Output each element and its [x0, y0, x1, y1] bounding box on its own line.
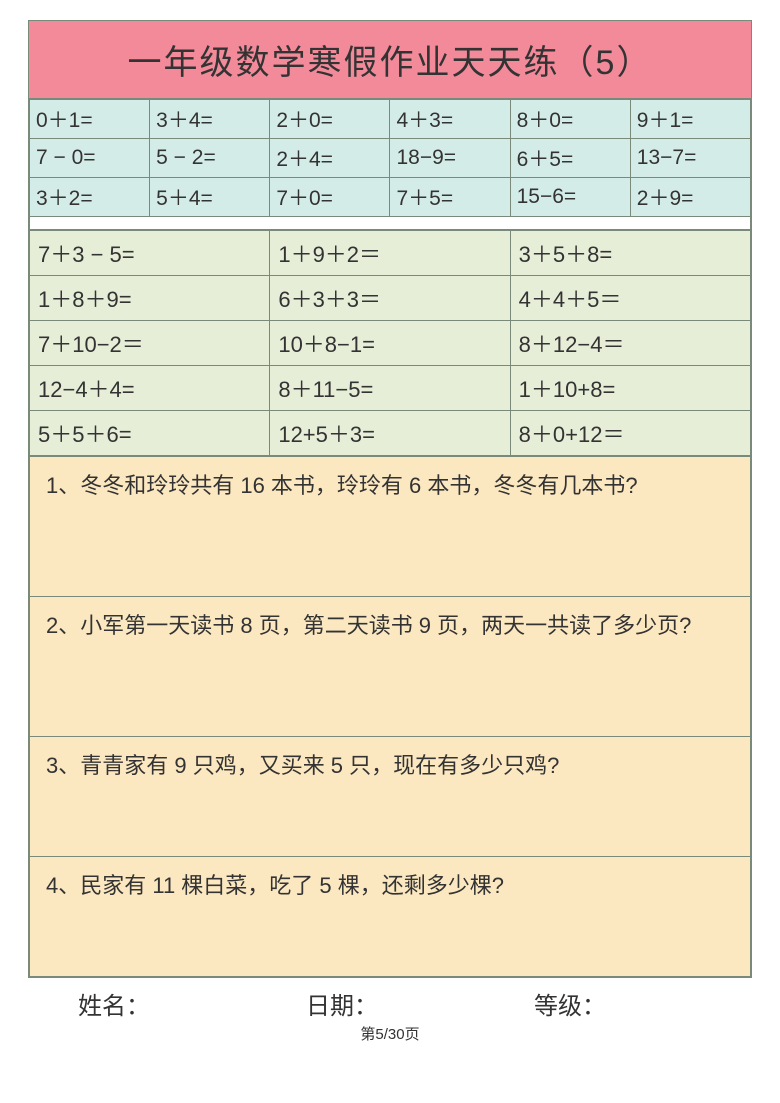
arithmetic-cell: 6＋3＋3＝ — [270, 275, 510, 320]
arithmetic-cell: 7 − 0= — [30, 139, 150, 178]
page-indicator: 第5/30页 — [28, 1023, 752, 1044]
arithmetic-cell: 2＋0= — [270, 100, 390, 139]
arithmetic-cell: 3＋5＋8= — [510, 230, 750, 275]
worksheet-title: 一年级数学寒假作业天天练（5） — [29, 21, 751, 99]
arithmetic-cell: 8＋0= — [510, 100, 630, 139]
arithmetic-cell: 12−4＋4= — [30, 365, 270, 410]
table-row: 1＋8＋9=6＋3＋3＝4＋4＋5＝ — [30, 275, 751, 320]
table-row: 3＋2=5＋4=7＋0=7＋5=15−6=2＋9= — [30, 178, 751, 217]
table-row: 7＋10−2＝10＋8−1=8＋12−4＝ — [30, 320, 751, 365]
footer-fields: 姓名： 日期： 等级： — [28, 978, 752, 1021]
arithmetic-cell: 4＋4＋5＝ — [510, 275, 750, 320]
arithmetic-cell: 0＋1= — [30, 100, 150, 139]
arithmetic-cell: 7＋3 − 5= — [30, 230, 270, 275]
arithmetic-cell: 1＋8＋9= — [30, 275, 270, 320]
arithmetic-cell: 7＋10−2＝ — [30, 320, 270, 365]
arithmetic-table-simple: 0＋1=3＋4=2＋0=4＋3=8＋0=9＋1=7 − 0=5 − 2=2＋4=… — [29, 99, 751, 217]
arithmetic-cell: 2＋9= — [630, 178, 750, 217]
word-problem-cell: 3、青青家有 9 只鸡，又买来 5 只，现在有多少只鸡? — [30, 736, 751, 856]
arithmetic-cell: 5 − 2= — [150, 139, 270, 178]
name-field-label: 姓名： — [48, 986, 276, 1021]
date-field-label: 日期： — [276, 986, 504, 1021]
word-problem-cell: 2、小军第一天读书 8 页，第二天读书 9 页，两天一共读了多少页? — [30, 596, 751, 736]
arithmetic-cell: 3＋4= — [150, 100, 270, 139]
word-problem-row: 4、民家有 11 棵白菜，吃了 5 棵，还剩多少棵? — [30, 856, 751, 976]
arithmetic-cell: 10＋8−1= — [270, 320, 510, 365]
arithmetic-cell: 12+5＋3= — [270, 410, 510, 455]
arithmetic-cell: 7＋0= — [270, 178, 390, 217]
arithmetic-cell: 8＋12−4＝ — [510, 320, 750, 365]
grade-field-label: 等级： — [504, 986, 732, 1021]
arithmetic-cell: 1＋10+8= — [510, 365, 750, 410]
arithmetic-cell: 6＋5= — [510, 139, 630, 178]
word-problems-table: 1、冬冬和玲玲共有 16 本书，玲玲有 6 本书，冬冬有几本书?2、小军第一天读… — [29, 456, 751, 977]
arithmetic-cell: 1＋9＋2＝ — [270, 230, 510, 275]
spacer — [29, 217, 751, 230]
arithmetic-cell: 2＋4= — [270, 139, 390, 178]
arithmetic-cell: 5＋5＋6= — [30, 410, 270, 455]
arithmetic-cell: 18−9= — [390, 139, 510, 178]
arithmetic-cell: 8＋0+12＝ — [510, 410, 750, 455]
word-problem-row: 3、青青家有 9 只鸡，又买来 5 只，现在有多少只鸡? — [30, 736, 751, 856]
table-row: 5＋5＋6=12+5＋3=8＋0+12＝ — [30, 410, 751, 455]
word-problem-row: 1、冬冬和玲玲共有 16 本书，玲玲有 6 本书，冬冬有几本书? — [30, 456, 751, 596]
arithmetic-cell: 4＋3= — [390, 100, 510, 139]
word-problem-cell: 1、冬冬和玲玲共有 16 本书，玲玲有 6 本书，冬冬有几本书? — [30, 456, 751, 596]
arithmetic-cell: 15−6= — [510, 178, 630, 217]
arithmetic-cell: 7＋5= — [390, 178, 510, 217]
table-row: 12−4＋4=8＋11−5=1＋10+8= — [30, 365, 751, 410]
word-problem-cell: 4、民家有 11 棵白菜，吃了 5 棵，还剩多少棵? — [30, 856, 751, 976]
arithmetic-table-three-term: 7＋3 − 5=1＋9＋2＝3＋5＋8=1＋8＋9=6＋3＋3＝4＋4＋5＝7＋… — [29, 230, 751, 456]
arithmetic-cell: 5＋4= — [150, 178, 270, 217]
worksheet-container: 一年级数学寒假作业天天练（5） 0＋1=3＋4=2＋0=4＋3=8＋0=9＋1=… — [28, 20, 752, 978]
table-row: 7＋3 − 5=1＋9＋2＝3＋5＋8= — [30, 230, 751, 275]
arithmetic-cell: 3＋2= — [30, 178, 150, 217]
arithmetic-cell: 8＋11−5= — [270, 365, 510, 410]
arithmetic-cell: 9＋1= — [630, 100, 750, 139]
table-row: 0＋1=3＋4=2＋0=4＋3=8＋0=9＋1= — [30, 100, 751, 139]
table-row: 7 − 0=5 − 2=2＋4=18−9=6＋5=13−7= — [30, 139, 751, 178]
word-problem-row: 2、小军第一天读书 8 页，第二天读书 9 页，两天一共读了多少页? — [30, 596, 751, 736]
arithmetic-cell: 13−7= — [630, 139, 750, 178]
